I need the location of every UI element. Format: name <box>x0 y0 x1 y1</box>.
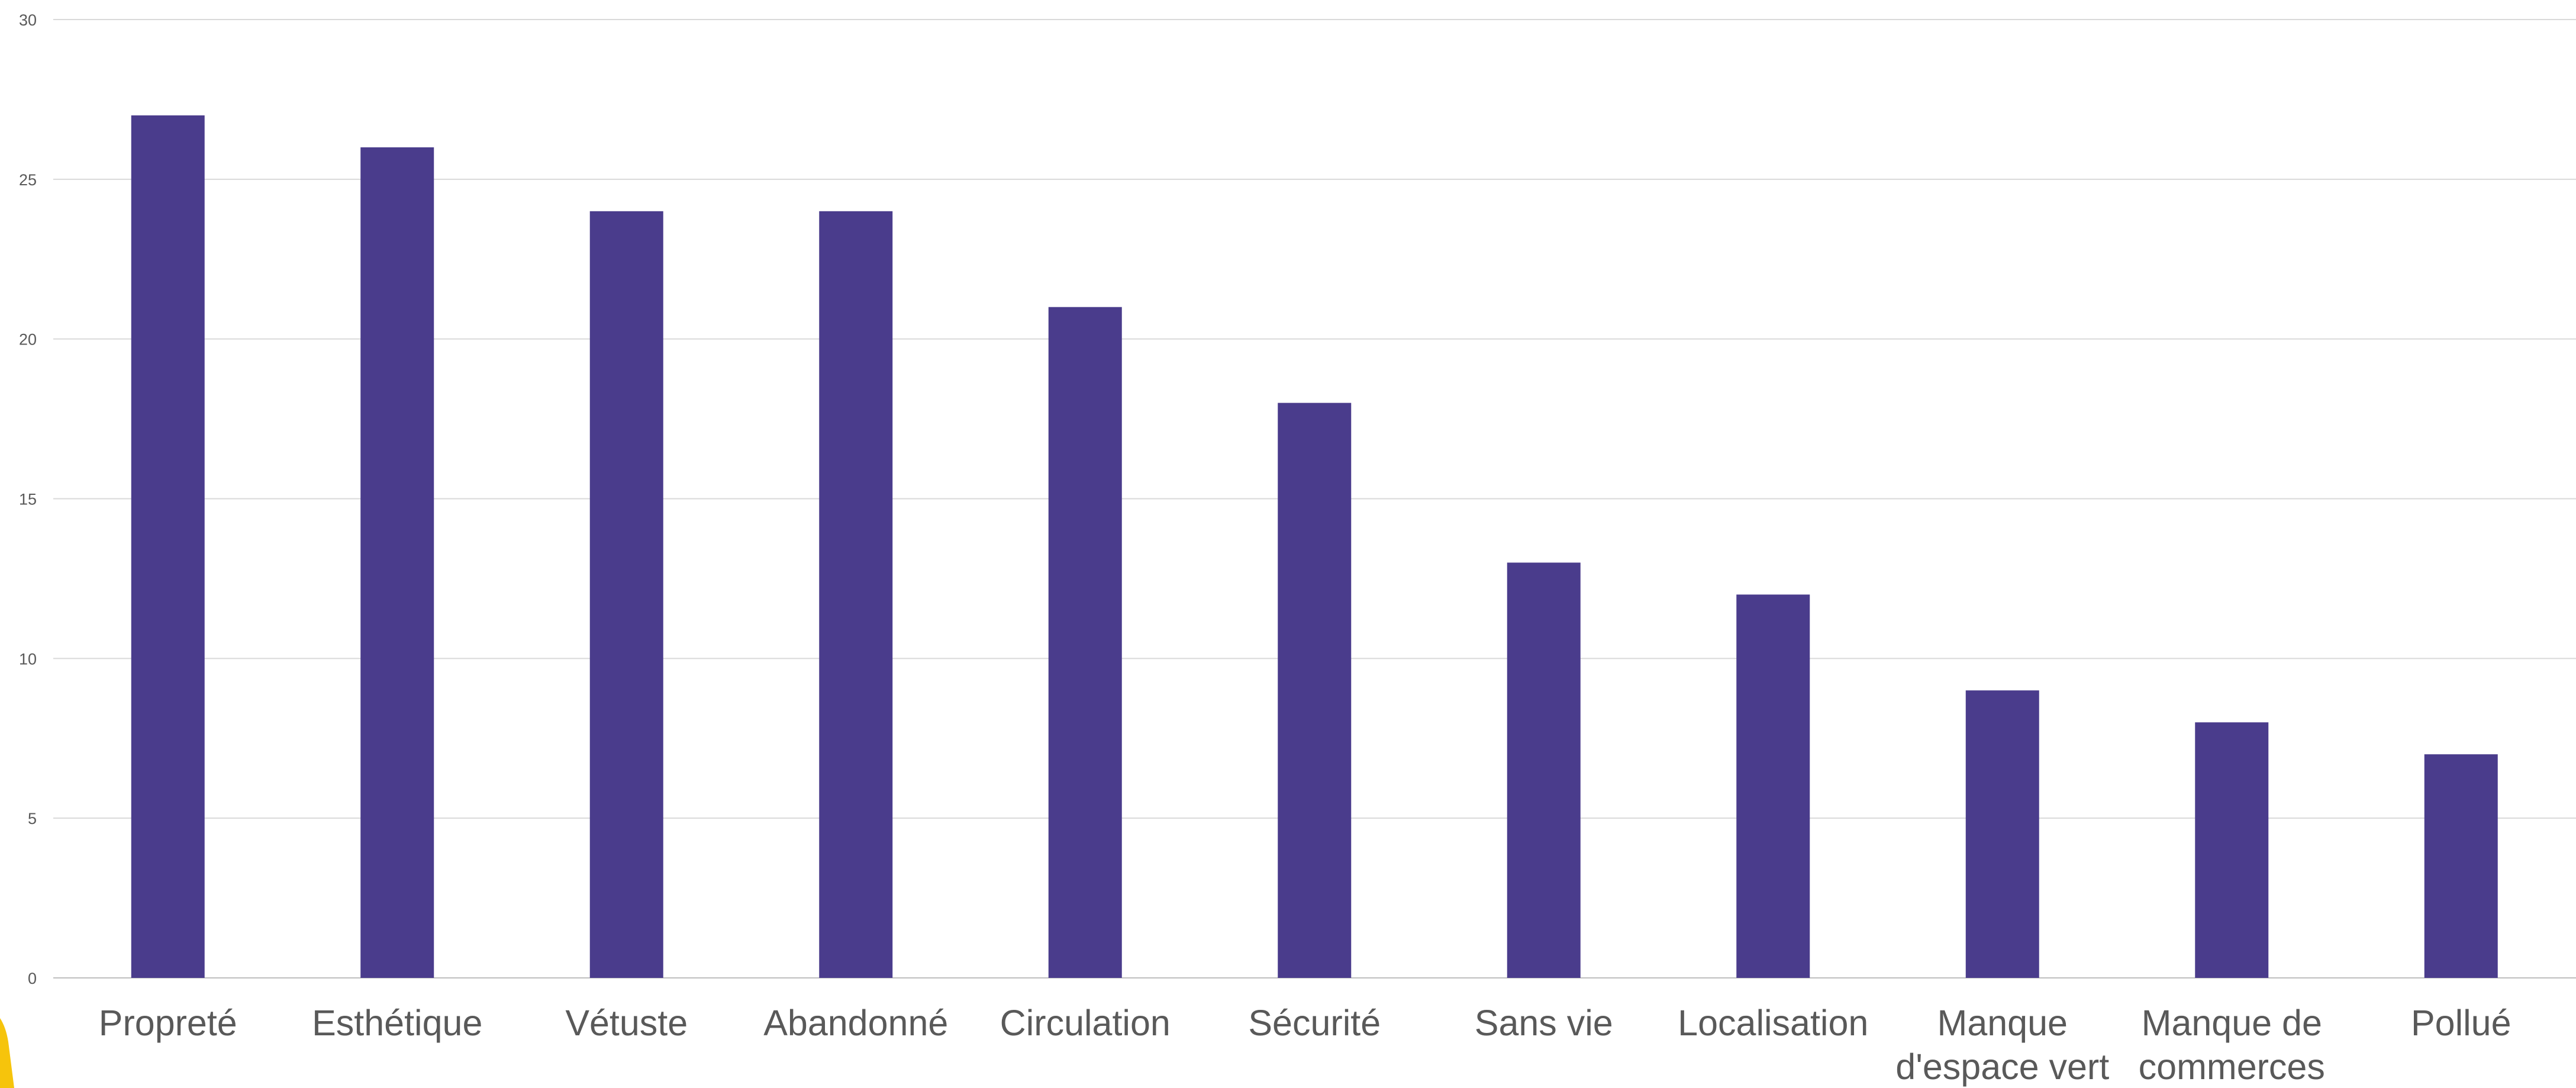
bar <box>360 147 434 978</box>
x-tick-label: Vétuste <box>565 1003 688 1043</box>
corner-accent-shape <box>0 1018 14 1088</box>
bar <box>819 211 893 978</box>
x-tick-label: Circulation <box>1000 1003 1171 1043</box>
bar <box>1736 594 1810 978</box>
bar <box>1048 307 1122 978</box>
bar <box>2195 722 2269 978</box>
bar <box>2424 754 2498 978</box>
bar <box>131 115 205 978</box>
x-tick-label: Localisation <box>1678 1003 1868 1043</box>
bars <box>131 115 2498 978</box>
x-tick-label: Sécurité <box>1248 1003 1381 1043</box>
x-tick-label: Manque de commerces <box>2139 1003 2325 1087</box>
y-tick-label: 15 <box>19 491 37 508</box>
y-tick-label: 5 <box>28 810 37 828</box>
x-tick-label: Sans vie <box>1475 1003 1613 1043</box>
bar <box>1507 562 1581 978</box>
bar <box>1965 690 2039 978</box>
bar <box>1278 403 1352 978</box>
y-tick-label: 30 <box>19 11 37 29</box>
y-tick-label: 20 <box>19 331 37 349</box>
x-tick-label: Esthétique <box>312 1003 482 1043</box>
x-tick-label: Propreté <box>99 1003 237 1043</box>
bar <box>589 211 663 978</box>
x-tick-label: Abandonné <box>763 1003 948 1043</box>
x-tick-label: Pollué <box>2411 1003 2511 1043</box>
y-axis-ticks: 0 5 10 15 20 25 30 <box>19 11 37 987</box>
x-axis-labels: Propreté Esthétique Vétuste Abandonné Circul… <box>99 1003 2511 1087</box>
y-tick-label: 0 <box>28 970 37 987</box>
y-tick-label: 25 <box>19 171 37 189</box>
x-tick-label: Manque d'espace vert <box>1895 1003 2109 1087</box>
y-tick-label: 10 <box>19 650 37 668</box>
